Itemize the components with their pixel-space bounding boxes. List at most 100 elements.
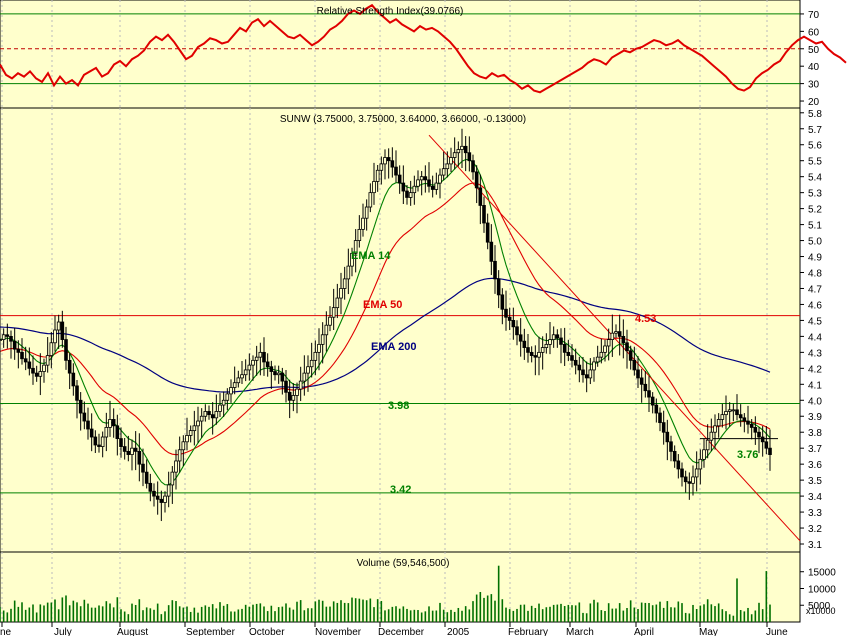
x-tick-label: ne (0, 627, 12, 636)
price-bar-body (716, 419, 721, 427)
price-bar-body (262, 351, 266, 363)
price-bar-body (474, 171, 479, 189)
price-bar-body (265, 361, 270, 368)
price-bar-body (86, 420, 90, 430)
price-bar-body (434, 182, 439, 190)
price-bar-body (49, 342, 54, 356)
price-tick-label: 5.6 (808, 141, 822, 152)
price-bar-body (16, 348, 21, 353)
price-bar-body (383, 157, 387, 165)
price-tick-label: 4.6 (808, 300, 822, 311)
price-bar-body (38, 371, 43, 377)
price-tick-label: 3.2 (808, 524, 822, 535)
price-bar-body (683, 476, 688, 483)
price-bar-body (339, 288, 343, 299)
x-tick-label: September (186, 627, 236, 636)
ema-50-line (0, 182, 771, 456)
price-bar-body (214, 411, 219, 419)
price-tick-label: 4.9 (808, 253, 822, 264)
price-bar-body (295, 388, 299, 396)
price-bar-body (34, 372, 39, 377)
price-bar-body (273, 371, 277, 376)
price-bar-body (192, 425, 197, 432)
price-tick-label: 5.0 (808, 237, 822, 248)
price-bar-body (12, 340, 17, 350)
price-tick-label: 3.1 (808, 540, 822, 551)
price-bar-body (0, 339, 2, 341)
price-bar-body (108, 419, 112, 428)
rsi-panel (0, 0, 801, 109)
price-bar-body (155, 495, 160, 500)
price-bar-body (500, 294, 505, 310)
x-tick-label: November (315, 627, 362, 636)
volume-tick-label: 15000 (808, 568, 836, 579)
price-bar-body (379, 163, 384, 171)
price-bar-body (617, 331, 622, 337)
price-bar-body (625, 342, 629, 352)
price-bar-body (368, 192, 373, 208)
price-bar-body (720, 414, 725, 420)
price-bar-body (533, 355, 538, 358)
price-bar-body (232, 382, 237, 388)
price-bar-body (298, 380, 303, 390)
ema-200-label: EMA 200 (371, 341, 416, 353)
price-bar-body (276, 372, 281, 376)
price-bar-body (353, 240, 358, 254)
price-bar-body (163, 495, 167, 503)
price-bar-body (126, 450, 131, 455)
price-bar-body (177, 449, 182, 462)
price-bar-body (485, 222, 490, 243)
price-bar-body (705, 439, 710, 451)
price-tick-label: 5.2 (808, 205, 822, 216)
price-bar-body (628, 350, 633, 361)
last-price-label: 3.76 (737, 449, 758, 461)
price-bar-body (137, 450, 142, 465)
price-bar-body (221, 399, 226, 406)
price-bar-body (548, 339, 552, 345)
price-bar-body (467, 152, 472, 162)
ref-label-398: 3.98 (388, 400, 409, 412)
price-bar-body (581, 369, 585, 376)
price-bar-body (45, 355, 50, 366)
price-bar-body (504, 308, 508, 318)
price-tick-label: 4.8 (808, 269, 822, 280)
price-bar-body (713, 425, 717, 433)
x-tick-label: June (766, 627, 788, 636)
rsi-y-axis: 20 30 40 50 60 70 (800, 10, 820, 108)
price-tick-label: 3.4 (808, 492, 822, 503)
price-tick-label: 4.4 (808, 332, 822, 343)
volume-y-axis: 5000 10000 15000 (800, 568, 836, 612)
price-bar-body (100, 436, 105, 447)
ema-50-label: EMA 50 (363, 299, 402, 311)
price-bar-body (742, 417, 747, 422)
price-bars (0, 128, 772, 522)
price-bar-body (753, 427, 758, 433)
price-bar-body (394, 166, 398, 176)
rsi-tick-label: 40 (808, 62, 820, 73)
price-bar-body (269, 366, 274, 372)
price-bar-body (749, 423, 754, 428)
price-tick-label: 5.3 (808, 189, 822, 200)
price-bar-body (119, 438, 123, 447)
x-tick-label: February (508, 627, 548, 636)
price-bar-body (122, 446, 127, 452)
rsi-title: Relative Strength Index(39.0766) (317, 6, 464, 17)
price-bar-body (735, 409, 739, 416)
price-bar-body (493, 260, 497, 280)
price-bar-body (53, 329, 57, 344)
price-bar-body (203, 411, 208, 417)
price-bar-body (89, 428, 94, 438)
price-bar-body (419, 176, 424, 181)
price-bar-body (445, 163, 450, 170)
price-bar-body (636, 369, 640, 379)
price-tick-label: 5.1 (808, 221, 822, 232)
price-bar-body (709, 431, 714, 441)
price-bar-body (665, 431, 670, 443)
price-bar-body (254, 356, 259, 361)
price-bar-body (71, 372, 76, 387)
price-bar-body (306, 366, 310, 374)
price-bar-body (698, 458, 703, 470)
price-bar-body (243, 369, 248, 376)
price-bar-body (31, 367, 35, 374)
price-bar-body (731, 409, 736, 412)
